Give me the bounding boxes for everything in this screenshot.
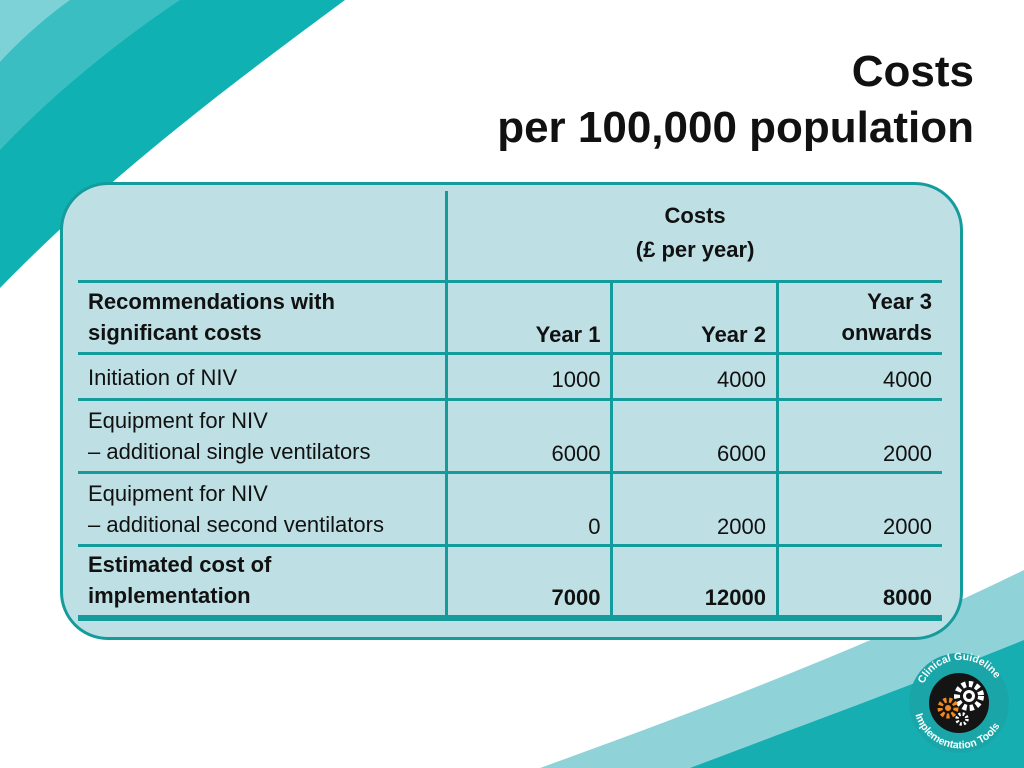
slide-title: Costs per 100,000 population [497,44,974,156]
costs-table-panel: Costs (£ per year) Recommendations with … [60,182,963,640]
table-row: Equipment for NIV – additional second ve… [78,472,942,547]
total-year-2: 12000 [610,545,778,621]
total-label: Estimated cost of implementation [78,545,447,621]
year-2-value: 4000 [610,353,778,401]
clinical-guideline-logo: Clinical Guideline Implementation Tools [909,651,1009,753]
group-header-row: Costs (£ per year) [78,191,942,283]
costs-group-header: Costs (£ per year) [445,191,942,283]
year-1-value: 0 [445,472,612,547]
recommendations-header: Recommendations with significant costs [78,281,447,355]
year-2-value: 2000 [610,472,778,547]
year-1-value: 6000 [445,399,612,474]
year-2-value: 6000 [610,399,778,474]
row-label: Equipment for NIV – additional single ve… [78,399,447,474]
total-year-3: 8000 [775,545,942,621]
year-3-header: Year 3 onwards [775,281,942,355]
total-row: Estimated cost of implementation 7000 12… [78,545,942,621]
total-year-1: 7000 [445,545,612,621]
gears-icon [937,681,984,726]
empty-header-cell [78,191,447,283]
title-line-2: per 100,000 population [497,103,974,152]
year-1-header: Year 1 [445,281,612,355]
year-3-value: 4000 [775,353,942,401]
year-3-value: 2000 [775,472,942,547]
table-row: Initiation of NIV 1000 4000 4000 [78,353,942,401]
year-3-value: 2000 [775,399,942,474]
year-1-value: 1000 [445,353,612,401]
costs-table: Costs (£ per year) Recommendations with … [78,191,942,621]
year-2-header: Year 2 [610,281,778,355]
row-label: Equipment for NIV – additional second ve… [78,472,447,547]
row-label: Initiation of NIV [78,353,447,401]
column-header-row: Recommendations with significant costs Y… [78,281,942,355]
table-row: Equipment for NIV – additional single ve… [78,399,942,474]
title-line-1: Costs [851,47,974,96]
